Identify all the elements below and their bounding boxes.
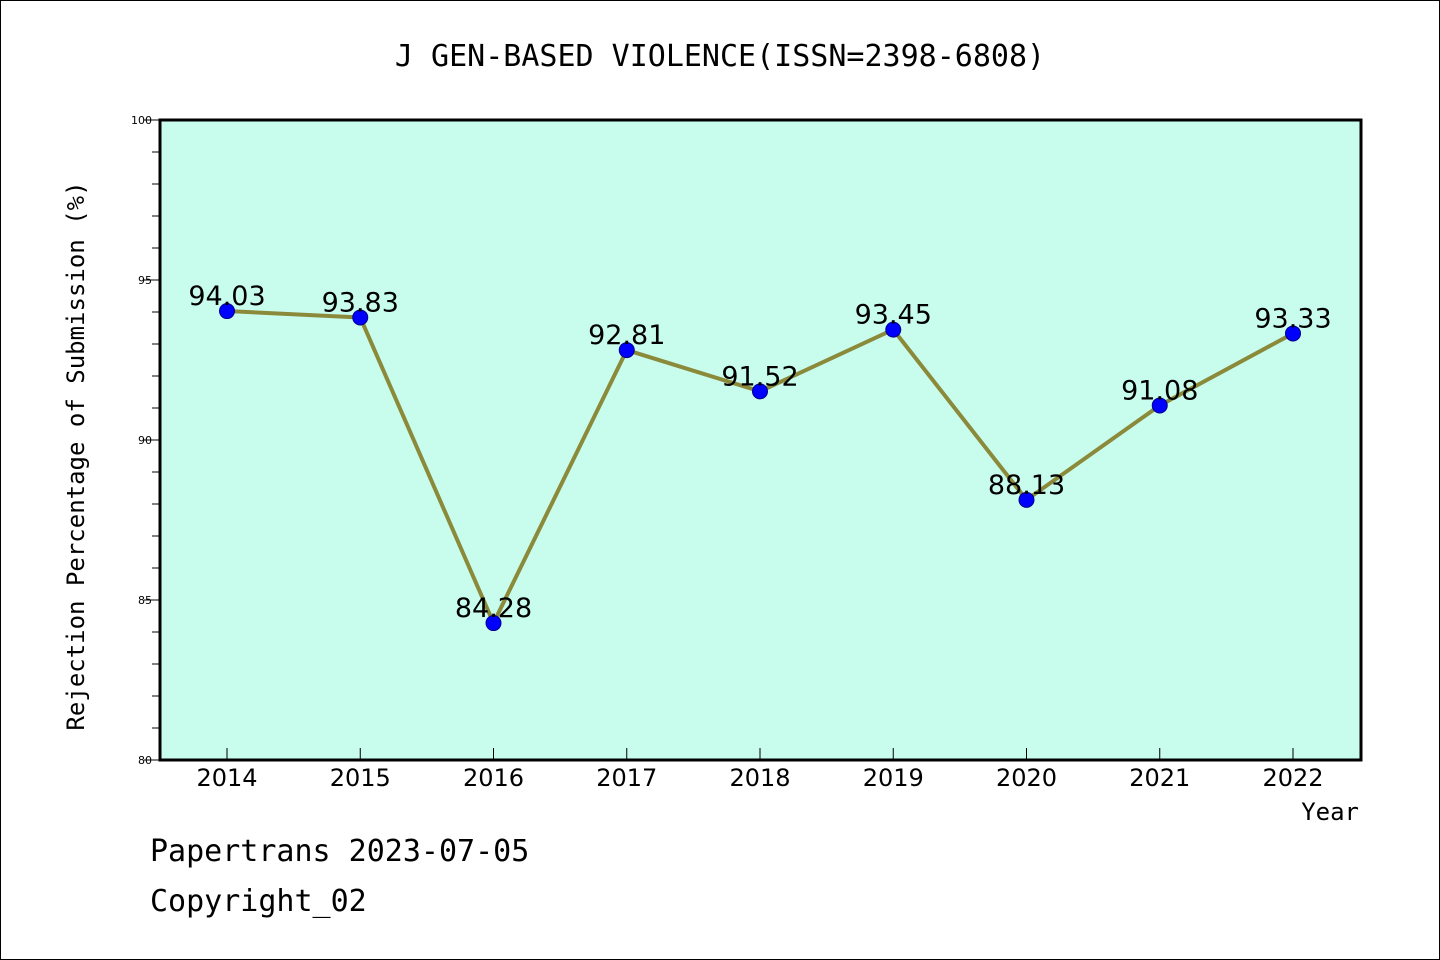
- data-label: 93.45: [855, 300, 932, 331]
- data-labels: 94.03 93.83 84.28 92.81 91.52 93.45 88.13 91.08…: [188, 281, 1331, 624]
- x-tick-label: 2016: [463, 764, 524, 792]
- data-point: [1018, 491, 1035, 508]
- x-tick-label: 2015: [330, 764, 391, 792]
- x-tick-label: 2018: [729, 764, 790, 792]
- data-point: [352, 309, 369, 326]
- y-tick-label: 85: [138, 594, 152, 607]
- y-tick-label: 80: [138, 754, 152, 767]
- data-label: 91.08: [1121, 375, 1198, 406]
- data-point: [752, 383, 768, 400]
- x-tick-label: 2022: [1262, 764, 1323, 792]
- data-label: 93.33: [1254, 303, 1331, 334]
- footer-date-text: Papertrans 2023-07-05: [150, 834, 530, 869]
- y-axis: 80 85 90 95 100: [131, 114, 160, 767]
- x-tick-label: 2021: [1129, 764, 1190, 792]
- x-tick-label: 2019: [863, 764, 924, 792]
- data-point: [485, 615, 502, 632]
- x-tick-label: 2014: [196, 764, 257, 792]
- data-label: 94.03: [188, 281, 265, 312]
- chart-title: J GEN-BASED VIOLENCE(ISSN=2398-6808): [395, 39, 1045, 74]
- y-tick-label: 90: [138, 434, 152, 447]
- x-tick-label: 2017: [596, 764, 657, 792]
- y-axis-label: Rejection Percentage of Submission (%): [62, 181, 90, 730]
- data-point: [1151, 397, 1168, 414]
- plot-area: [158, 118, 1363, 762]
- series: [219, 303, 1301, 632]
- data-point: [219, 303, 235, 320]
- footer-copyright-text: Copyright_02: [150, 884, 367, 919]
- data-label: 91.52: [721, 361, 798, 392]
- data-label: 92.81: [588, 320, 665, 351]
- data-point: [885, 321, 902, 338]
- data-point: [618, 342, 635, 359]
- y-tick-label: 95: [138, 274, 152, 287]
- y-tick-label: 100: [131, 114, 152, 127]
- data-point: [1285, 325, 1301, 342]
- data-label: 93.83: [322, 287, 399, 318]
- x-axis-label: Year: [1301, 798, 1359, 826]
- x-tick-label: 2020: [996, 764, 1057, 792]
- data-label: 84.28: [455, 593, 532, 624]
- data-label: 88.13: [988, 470, 1065, 501]
- x-axis: 2014 2015 2016 2017 2018 2019 2020 2021 2022: [196, 748, 1324, 792]
